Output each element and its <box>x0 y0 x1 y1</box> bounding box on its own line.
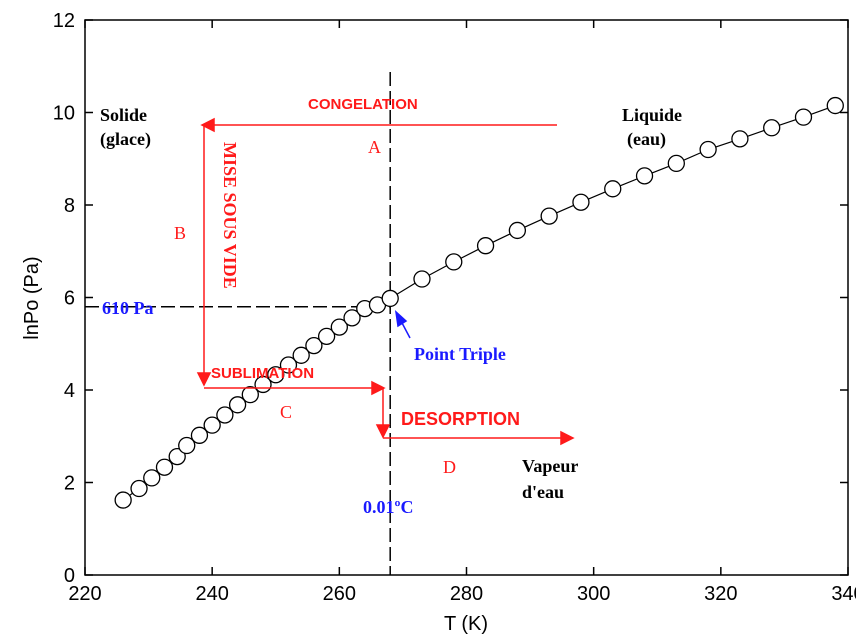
y-tick-label: 8 <box>64 195 75 217</box>
label-liquide: Liquide <box>622 105 682 125</box>
label-glace: (glace) <box>100 129 151 150</box>
data-point <box>241 385 259 404</box>
data-point <box>343 309 361 327</box>
x-tick-label: 260 <box>323 583 356 605</box>
x-tick-label: 280 <box>450 583 483 605</box>
data-point <box>330 318 348 336</box>
triple-point-pointer <box>394 310 411 339</box>
data-point <box>279 356 298 374</box>
label-desorption: DESORPTION <box>401 409 520 429</box>
data-point <box>168 447 186 466</box>
desorption-arrowhead-down <box>375 424 391 439</box>
label-point-triple: Point Triple <box>414 344 506 364</box>
sublimation-arrowhead <box>371 380 386 396</box>
x-tick-label: 300 <box>577 583 610 605</box>
process-arrows <box>196 117 575 446</box>
data-point <box>604 180 622 198</box>
mise-sous-vide-arrowhead <box>196 372 212 387</box>
x-tick-label: 240 <box>195 583 228 605</box>
label-d-eau: d'eau <box>522 482 564 502</box>
data-point <box>667 154 685 173</box>
data-point <box>476 237 495 255</box>
label-sublimation: SUBLIMATION <box>211 365 314 382</box>
data-point <box>190 426 209 444</box>
data-point <box>155 458 174 476</box>
data-point <box>508 221 527 240</box>
data-point <box>114 491 132 509</box>
data-point <box>413 270 431 288</box>
y-tick-label: 2 <box>64 473 75 495</box>
data-point <box>178 436 196 455</box>
plot-frame <box>84 19 849 576</box>
label-610-pa: 610 Pa <box>102 298 154 318</box>
label-solide: Solide <box>100 105 147 125</box>
label-letter-c: C <box>280 402 292 422</box>
data-point <box>228 396 247 414</box>
data-point <box>203 416 221 434</box>
desorption-arrowhead-right <box>560 430 575 446</box>
y-tick-label: 10 <box>53 103 75 125</box>
y-tick-label: 12 <box>53 10 75 32</box>
label-letter-d: D <box>443 457 456 477</box>
x-axis-title: T (K) <box>444 613 488 635</box>
data-point <box>143 469 161 487</box>
y-tick-label: 0 <box>64 565 75 587</box>
label-congelation: CONGELATION <box>308 96 418 113</box>
data-point <box>305 336 323 355</box>
data-point <box>216 406 234 424</box>
data-point <box>572 193 590 211</box>
data-point <box>445 253 463 271</box>
congelation-arrowhead <box>200 117 215 133</box>
data-point <box>267 366 285 384</box>
x-tick-label: 320 <box>704 583 737 605</box>
y-tick-label: 6 <box>64 288 75 310</box>
data-point <box>381 289 399 308</box>
label-letter-a: A <box>368 137 381 157</box>
label-mise-sous-vide: MISE SOUS VIDE <box>220 142 240 289</box>
data-point <box>794 108 813 126</box>
label-letter-b: B <box>174 223 186 243</box>
data-point <box>731 130 749 148</box>
triple-point-pointer-head <box>394 310 408 328</box>
data-point <box>130 479 148 498</box>
x-tick-label: 220 <box>68 583 101 605</box>
data-point <box>699 140 717 159</box>
label-eau: (eau) <box>627 129 666 150</box>
label-vapeur: Vapeur <box>522 456 578 476</box>
data-point <box>317 327 336 346</box>
data-point <box>763 119 781 137</box>
data-point <box>826 96 844 115</box>
data-point <box>292 346 310 364</box>
x-tick-label: 340 <box>831 583 856 605</box>
vapor-pressure-points <box>114 96 844 509</box>
data-point <box>635 167 654 185</box>
y-axis-title: lnPo (Pa) <box>21 256 43 339</box>
label-0-01-c: 0.01ºC <box>363 497 413 517</box>
data-point <box>540 207 558 225</box>
y-tick-label: 4 <box>64 380 75 402</box>
axis-ticks: 220 240 260 280 300 320 340 0 2 4 6 8 10 12 <box>53 10 856 605</box>
